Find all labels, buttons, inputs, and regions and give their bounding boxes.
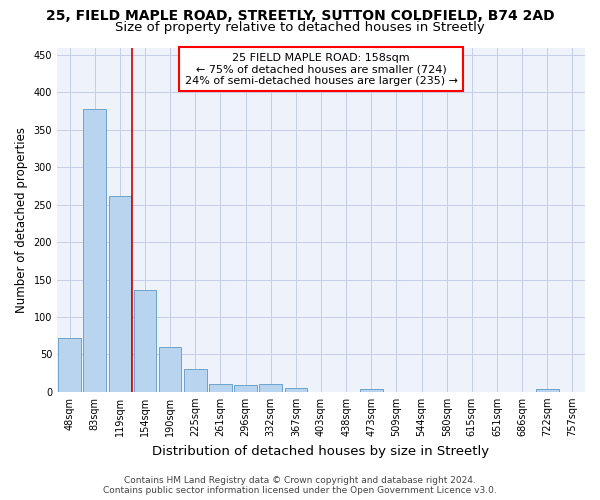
Bar <box>234 385 257 392</box>
Text: Contains HM Land Registry data © Crown copyright and database right 2024.
Contai: Contains HM Land Registry data © Crown c… <box>103 476 497 495</box>
Text: Size of property relative to detached houses in Streetly: Size of property relative to detached ho… <box>115 21 485 34</box>
Bar <box>184 370 206 392</box>
Bar <box>259 384 282 392</box>
Bar <box>159 347 181 392</box>
Text: 25, FIELD MAPLE ROAD, STREETLY, SUTTON COLDFIELD, B74 2AD: 25, FIELD MAPLE ROAD, STREETLY, SUTTON C… <box>46 9 554 23</box>
Bar <box>109 196 131 392</box>
Bar <box>284 388 307 392</box>
Bar <box>134 290 157 392</box>
Bar <box>536 389 559 392</box>
X-axis label: Distribution of detached houses by size in Streetly: Distribution of detached houses by size … <box>152 444 490 458</box>
Bar <box>58 338 81 392</box>
Bar <box>360 389 383 392</box>
Bar <box>209 384 232 392</box>
Bar <box>83 109 106 392</box>
Y-axis label: Number of detached properties: Number of detached properties <box>15 126 28 312</box>
Text: 25 FIELD MAPLE ROAD: 158sqm
← 75% of detached houses are smaller (724)
24% of se: 25 FIELD MAPLE ROAD: 158sqm ← 75% of det… <box>185 52 458 86</box>
